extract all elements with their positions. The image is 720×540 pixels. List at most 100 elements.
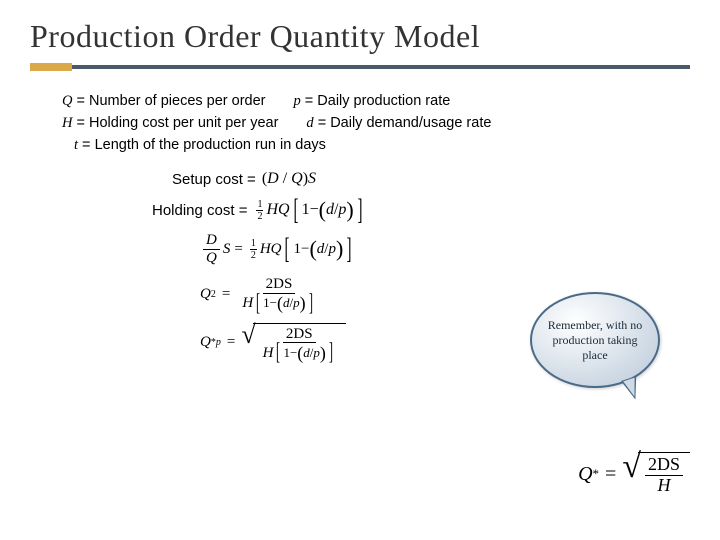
Qstar-num: 2DS (283, 326, 316, 344)
minus-2: − (301, 241, 309, 258)
callout-text: Remember, with no production taking plac… (542, 318, 648, 363)
dp-d-1: d (326, 201, 334, 219)
Qstar-sub: p (216, 337, 221, 348)
HQ: HQ (266, 201, 289, 219)
bracket-2: [ 1 − ( d/p ) ] (281, 237, 355, 261)
setup-cost-label: Setup cost = (172, 171, 256, 188)
minus-3: − (270, 296, 277, 310)
Q-den: Q (203, 250, 220, 267)
one-half-2: 1 2 (250, 238, 257, 261)
Q2-num: 2DS (263, 276, 296, 294)
half-den-2: 2 (250, 250, 257, 261)
rbracket-icon-3: ] (309, 294, 313, 313)
bracket-1-dp: [ 1 − ( d/p ) ] (290, 198, 366, 222)
one-1: 1 (302, 201, 310, 219)
lbracket-icon-2: [ (285, 237, 290, 261)
bottom-den: H (654, 476, 673, 496)
rparen-icon-4: ) (320, 346, 326, 360)
defs-row-3: t = Length of the production run in days (62, 135, 676, 157)
def-Q: Q = Number of pieces per order (62, 91, 266, 113)
Qstar-frac: 2DS H [ 1 − ( d/p ) ] (260, 326, 339, 363)
sqrt-body: 2DS H [ 1 − ( d/p ) ] (253, 323, 346, 363)
minus-4: − (290, 346, 297, 360)
H-den-2: H (263, 345, 274, 362)
Q2-exp: 2 (211, 289, 216, 300)
rparen-icon-2: ) (336, 240, 343, 258)
rbracket-icon-4: ] (329, 343, 333, 362)
H-den-1: H (242, 295, 253, 312)
equation-balance: D Q S = 1 2 HQ [ 1 − ( d/p ) ] (200, 232, 676, 266)
variable-definitions: Q = Number of pieces per order p = Daily… (62, 91, 676, 156)
bottom-frac: 2DS H (645, 455, 683, 496)
defs-row-2: H = Holding cost per unit per year d = D… (62, 113, 676, 135)
twoDS-2: 2DS (286, 326, 313, 342)
setup-S: S (308, 170, 316, 187)
var-Q: Q (62, 93, 72, 109)
var-H: H (62, 115, 72, 131)
bottom-sqrt-body: 2DS H (638, 452, 690, 496)
setup-cost-equation: Setup cost = (D / Q)S (62, 170, 676, 188)
desc-t: Length of the production run in days (95, 137, 326, 153)
title-section: Production Order Quantity Model (0, 0, 720, 77)
setup-cost-rhs: (D / Q)S (262, 170, 316, 188)
bottom-star: * (593, 466, 600, 482)
dp-p-2: p (328, 241, 336, 258)
twoDS-1: 2DS (266, 276, 293, 292)
def-p: p = Daily production rate (294, 91, 451, 113)
callout-tail-icon (621, 376, 643, 402)
reminder-callout: Remember, with no production taking plac… (530, 292, 660, 388)
rparen-icon: ) (346, 201, 353, 219)
def-t: t = Length of the production run in days (74, 137, 326, 153)
half-num-2: 1 (250, 238, 257, 250)
desc-Q: Number of pieces per order (89, 93, 266, 109)
half-den: 2 (256, 211, 263, 222)
eq-sign-2: = (222, 286, 230, 303)
bottom-sqrt: √ 2DS H (622, 452, 690, 496)
desc-p: Daily production rate (317, 93, 450, 109)
def-H: H = Holding cost per unit per year (62, 113, 278, 135)
rbracket-icon: ] (357, 198, 362, 222)
half-num: 1 (256, 199, 263, 211)
lbracket-icon: [ (293, 198, 298, 222)
one-half: 1 2 (256, 199, 263, 222)
eq-sign-bottom: = (605, 463, 616, 486)
defs-row-1: Q = Number of pieces per order p = Daily… (62, 91, 676, 113)
setup-Q: Q (291, 170, 303, 187)
eq-sign-3: = (227, 334, 235, 351)
holding-cost-equation: Holding cost = 1 2 HQ [ 1 − ( d/p ) ] (62, 198, 676, 222)
holding-cost-label: Holding cost = (152, 202, 247, 219)
var-p: p (294, 93, 301, 109)
Q2-rhs-frac: 2DS H [ 1 − ( d/p ) ] (239, 276, 318, 313)
dp-d-2: d (317, 241, 325, 258)
page-title: Production Order Quantity Model (30, 18, 690, 55)
bottom-Q: Q (578, 463, 592, 486)
title-underline (30, 65, 690, 69)
bracket-3: [ 1 − ( d/p ) ] (253, 294, 315, 313)
def-d: d = Daily demand/usage rate (306, 113, 491, 135)
D-over-Q: D Q (203, 232, 220, 266)
sqrt-expr: √ 2DS H [ 1 − ( d/p (241, 323, 346, 363)
desc-d: Daily demand/usage rate (330, 115, 491, 131)
dp-p-1: p (338, 201, 346, 219)
bottom-num: 2DS (645, 455, 683, 476)
D-num: D (203, 232, 220, 250)
rbracket-icon-2: ] (347, 237, 352, 261)
Q2-den: H [ 1 − ( d/p ) ] (239, 294, 318, 313)
lparen-icon: ( (319, 201, 326, 219)
lbracket-icon-4: [ (276, 343, 280, 362)
setup-slash: / (283, 170, 287, 187)
eoq-simplified-equation: Q* = √ 2DS H (578, 452, 690, 496)
rparen-icon-3: ) (300, 296, 306, 310)
HQ-2: HQ (260, 241, 282, 258)
var-t: t (74, 137, 78, 153)
desc-H: Holding cost per unit per year (89, 115, 278, 131)
one-2: 1 (293, 241, 301, 258)
Qstar-Q: Q (200, 334, 211, 351)
setup-D: D (267, 170, 279, 187)
eq-sign-1: = (234, 241, 242, 258)
lparen-icon-2: ( (309, 240, 316, 258)
minus-1: − (310, 201, 319, 219)
var-d: d (306, 115, 313, 131)
lbracket-icon-3: [ (256, 294, 260, 313)
bracket-4: [ 1 − ( d/p ) ] (273, 343, 335, 362)
